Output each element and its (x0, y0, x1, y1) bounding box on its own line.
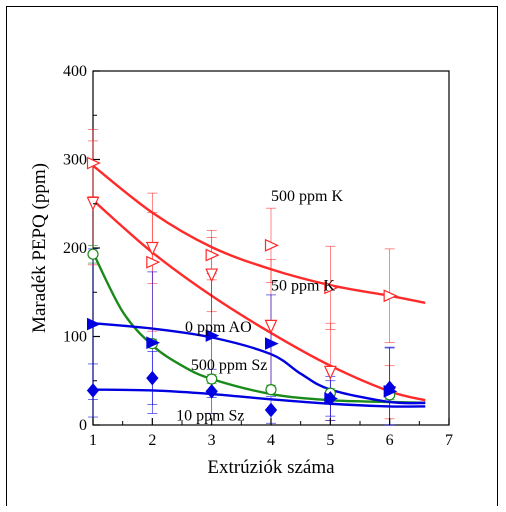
x-tick-label-6: 6 (386, 432, 394, 449)
axes: 1 2 3 4 5 6 7 0 100 200 300 400 (63, 63, 453, 449)
point-4-4 (324, 391, 337, 406)
x-tick-label-1: 1 (89, 432, 97, 449)
point-0-3 (264, 238, 279, 252)
annotation-4: 10 ppm Sz (176, 408, 244, 425)
point-4-2 (205, 384, 218, 399)
x-tick-label-4: 4 (267, 432, 275, 449)
y-tick-label-400: 400 (63, 63, 87, 80)
y-tick-label-0: 0 (79, 417, 87, 434)
fit-curve-3 (92, 322, 426, 405)
point-0-1 (146, 255, 161, 269)
annotations: 500 ppm K 50 ppm K 0 ppm AO 500 ppm Sz 10 pp… (176, 188, 343, 424)
point-3-2 (205, 329, 220, 342)
x-tick-label-3: 3 (208, 432, 216, 449)
figure-frame: 1 2 3 4 5 6 7 0 100 200 300 400 500 ppm K 50 ppm K 0 … (6, 6, 498, 506)
x-tick-label-5: 5 (326, 432, 334, 449)
point-0-2 (205, 248, 220, 262)
annotation-3: 500 ppm Sz (191, 357, 267, 374)
point-1-1 (145, 241, 159, 256)
point-1-2 (205, 268, 219, 283)
point-1-4 (323, 365, 337, 380)
fit-curve-0 (92, 164, 426, 305)
point-1-3 (264, 319, 278, 334)
y-axis-label: Maradék PEPQ (ppm) (29, 163, 50, 333)
point-4-0 (86, 383, 100, 398)
point-3-3 (265, 337, 279, 350)
data-markers (86, 156, 398, 418)
point-3-1 (146, 336, 161, 349)
y-tick-label-100: 100 (63, 329, 87, 346)
error-bars (88, 129, 395, 426)
point-2-2 (206, 373, 218, 385)
point-2-0 (87, 248, 99, 260)
point-4-3 (264, 402, 278, 418)
point-3-0 (87, 317, 101, 331)
annotation-2: 0 ppm AO (185, 319, 252, 336)
y-tick-label-200: 200 (63, 240, 87, 257)
x-tick-label-2: 2 (148, 432, 156, 449)
chart: 1 2 3 4 5 6 7 0 100 200 300 400 500 ppm K 50 ppm K 0 … (29, 63, 453, 478)
point-0-5 (383, 289, 398, 303)
point-0-4 (324, 281, 339, 295)
point-4-1 (146, 370, 159, 386)
y-tick-label-300: 300 (63, 152, 87, 169)
point-4-5 (383, 380, 396, 396)
point-2-3 (265, 384, 277, 396)
x-tick-label-7: 7 (445, 432, 453, 449)
annotation-1: 50 ppm K (271, 277, 335, 294)
annotation-0: 500 ppm K (271, 188, 343, 205)
point-0-0 (86, 156, 101, 170)
x-axis-label: Extrúziók száma (207, 457, 335, 478)
